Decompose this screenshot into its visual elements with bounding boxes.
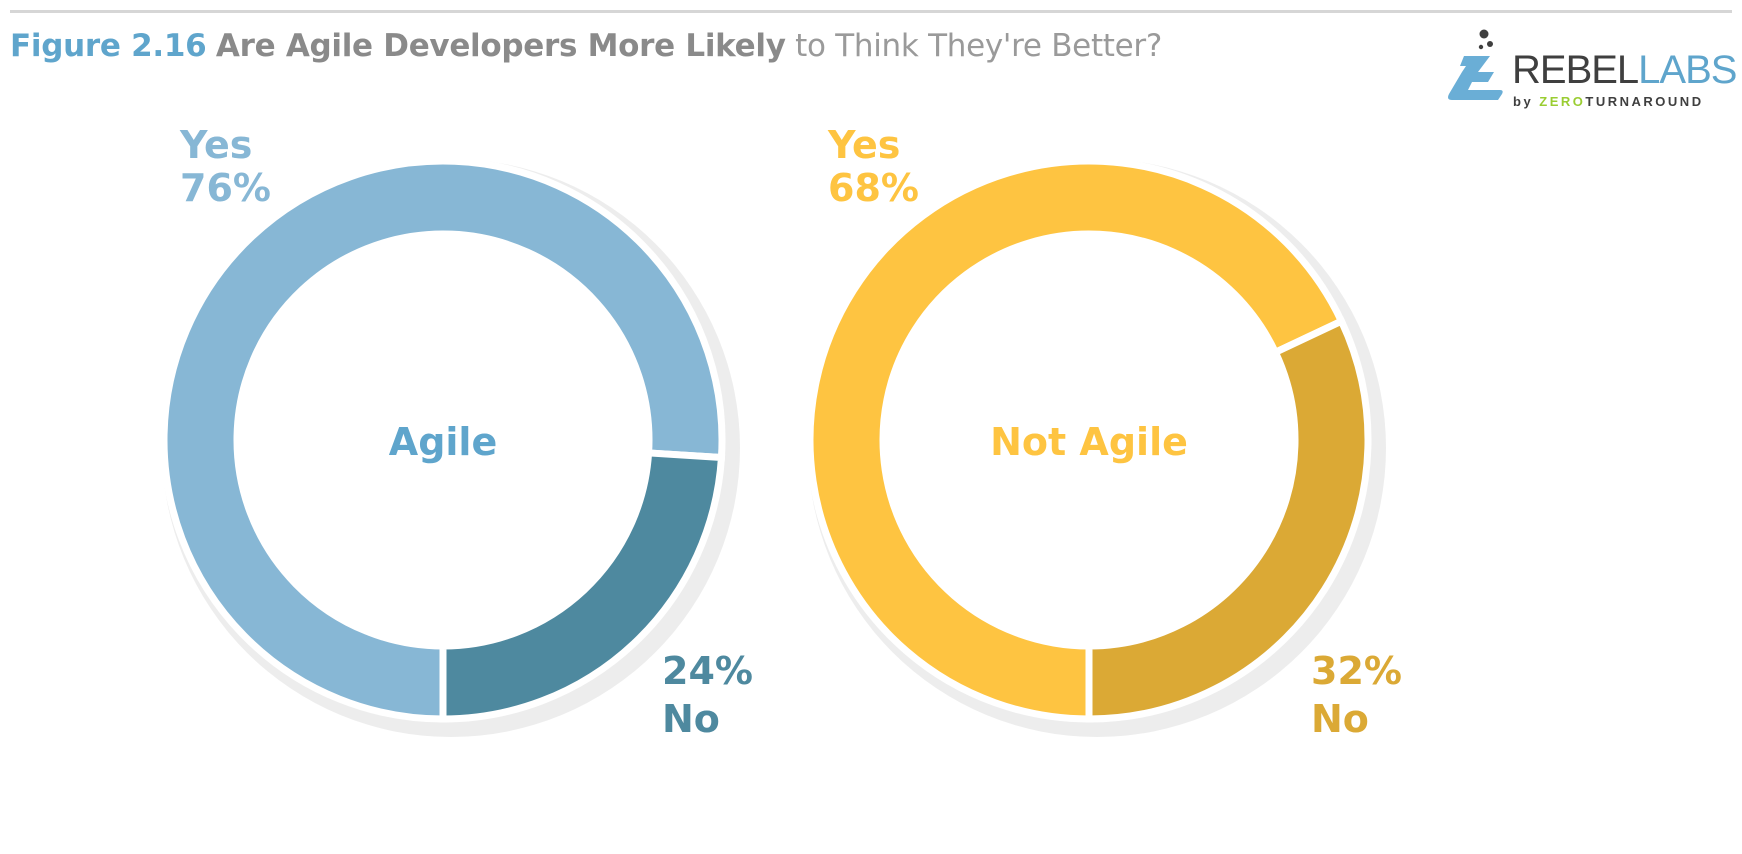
donut-hole [240, 237, 646, 643]
figure-number: Figure 2.16 [10, 28, 207, 64]
donut-center-title: Not Agile [990, 420, 1188, 464]
slice-no [1085, 316, 1372, 723]
slice-label-no-value: 24% [662, 649, 753, 693]
logo-wordmark: REBELLABS [1512, 48, 1737, 92]
donut-hole [886, 237, 1292, 643]
slice-label-yes-value: 76% [180, 166, 271, 210]
donut-center-title: Agile [389, 420, 497, 464]
flask-icon [1448, 29, 1503, 100]
slice-label-yes-name: Yes [827, 123, 900, 167]
slice-label-yes-name: Yes [179, 123, 252, 167]
slice-label-yes-value: 68% [828, 166, 919, 210]
top-rule [10, 10, 1732, 13]
slice-no [439, 449, 726, 723]
figure-title-bold: Are Agile Developers More Likely [215, 28, 786, 64]
slice-yes [806, 157, 1347, 723]
slice-yes [160, 157, 726, 723]
logo-byline: by ZEROTURNAROUND [1513, 94, 1704, 109]
slice-label-no-value: 32% [1311, 649, 1402, 693]
figure-title-rest: to Think They're Better? [795, 28, 1163, 64]
figure-heading: Figure 2.16 Are Agile Developers More Li… [10, 24, 1162, 68]
rebellabs-logo: REBELLABS by ZEROTURNAROUND [1440, 28, 1740, 118]
slice-label-no-name: No [662, 697, 720, 741]
slice-label-no-name: No [1311, 697, 1369, 741]
